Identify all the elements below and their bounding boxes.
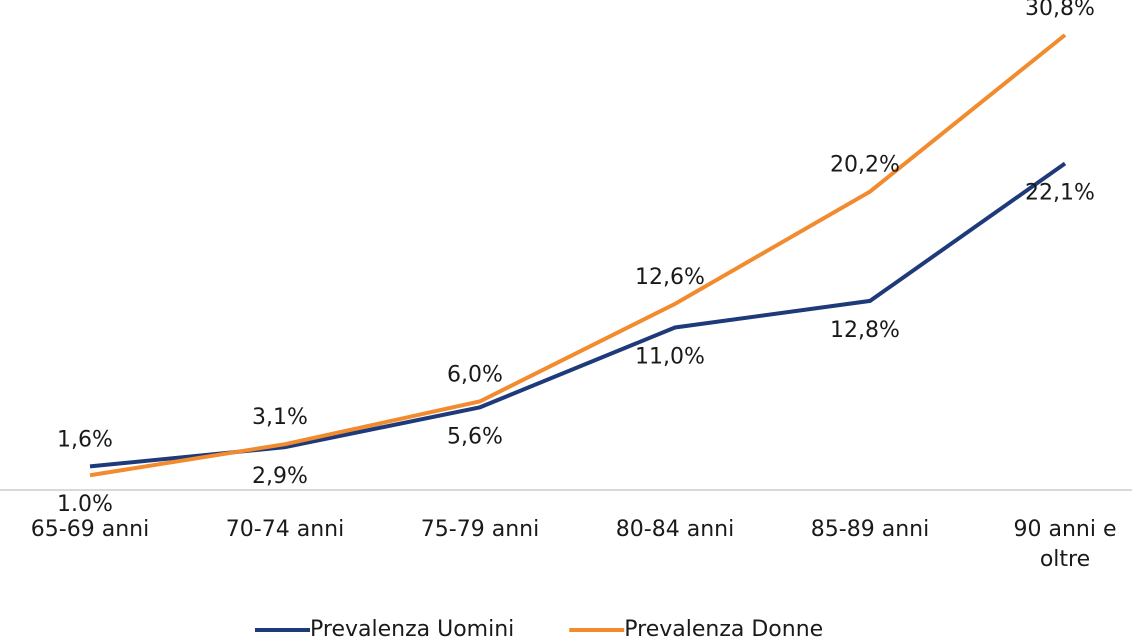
data-label: 1.0% (57, 492, 113, 517)
data-label: 2,9% (252, 464, 308, 489)
data-label: 5,6% (447, 424, 503, 449)
x-tick-label: 80-84 anni (615, 517, 735, 542)
series-line (89, 33, 1067, 478)
data-label: 20,2% (830, 153, 900, 178)
data-label: 6,0% (447, 362, 503, 387)
data-label: 22,1% (1025, 181, 1095, 206)
legend-label: Prevalenza Uomini (310, 617, 514, 642)
x-tick-label: 75-79 anni (420, 517, 540, 542)
legend-label: Prevalenza Donne (624, 617, 823, 642)
data-label: 30,8% (1025, 0, 1095, 21)
x-tick-label: 70-74 anni (225, 517, 345, 542)
x-tick-label: 65-69 anni (30, 517, 150, 542)
x-tick-label: 90 anni e oltre (1013, 517, 1117, 572)
data-label: 12,6% (635, 265, 705, 290)
data-label: 11,0% (635, 345, 705, 370)
data-label: 1,6% (57, 427, 113, 452)
series-line (89, 161, 1067, 469)
data-label: 12,8% (830, 318, 900, 343)
data-label: 3,1% (252, 405, 308, 430)
x-tick-label: 85-89 anni (810, 517, 930, 542)
